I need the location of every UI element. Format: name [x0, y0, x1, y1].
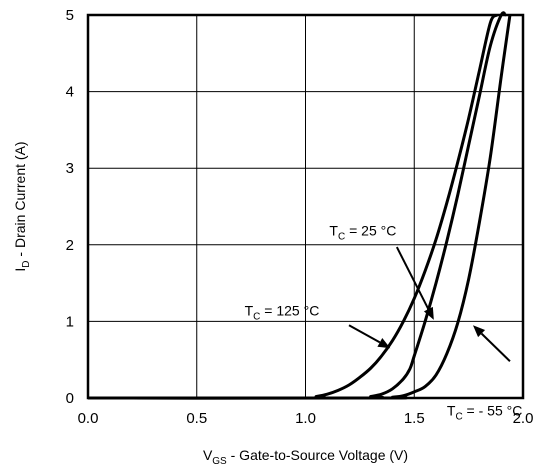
- y-axis-label-sub: D: [21, 260, 32, 267]
- y-tick-label: 1: [66, 313, 74, 330]
- annotation-arrow-line: [395, 246, 430, 310]
- y-tick-label: 2: [66, 237, 74, 254]
- annotation-arrowhead: [377, 338, 391, 349]
- x-axis-label: VGS - Gate-to-Source Voltage (V): [203, 447, 408, 467]
- x-tick-label: 1.0: [295, 410, 316, 427]
- y-tick-label: 0: [66, 390, 74, 407]
- x-tick-labels: 0.0 0.5 1.0 1.5 2.0: [78, 410, 534, 427]
- annotation-tc-minus55c: TC = - 55 °C: [447, 403, 522, 423]
- annotation-tc-125c: TC = 125 °C: [245, 302, 320, 322]
- y-axis-label-rest: - Drain Current (A): [12, 141, 28, 260]
- annotation-sub: C: [338, 232, 345, 243]
- annotation-arrow-line: [480, 332, 511, 362]
- annotation-rest: = 125 °C: [260, 302, 319, 318]
- x-tick-label: 0.5: [186, 410, 207, 427]
- x-axis-label-main: V: [203, 447, 213, 463]
- y-tick-label: 4: [66, 84, 74, 101]
- annotation-main: T: [245, 302, 254, 318]
- y-axis-label-main: I: [12, 268, 28, 272]
- annotation-arrow-line: [348, 324, 381, 344]
- annotation-tc-25c: TC = 25 °C: [329, 223, 396, 243]
- annotation-arrowhead: [472, 325, 486, 338]
- grid: [88, 15, 523, 398]
- y-tick-labels: 0 1 2 3 4 5: [66, 7, 74, 407]
- plot-frame: [86, 13, 525, 400]
- y-tick-label: 5: [66, 7, 74, 24]
- annotation-rest: = 25 °C: [345, 223, 396, 239]
- series-125c-curve: [87, 13, 499, 400]
- x-tick-label: 2.0: [513, 410, 534, 427]
- x-axis-label-sub: GS: [212, 456, 227, 467]
- annotation-sub: C: [253, 311, 260, 322]
- annotations: TC = 125 °CTC = 25 °CTC = - 55 °C: [245, 223, 523, 423]
- annotation-arrowhead: [423, 306, 434, 320]
- x-axis-label-rest: - Gate-to-Source Voltage (V): [227, 447, 408, 463]
- x-tick-label: 1.5: [404, 410, 425, 427]
- annotation-main: T: [329, 223, 338, 239]
- annotation-rest: = - 55 °C: [463, 403, 523, 419]
- x-tick-label: 0.0: [78, 410, 99, 427]
- annotation-main: T: [447, 403, 456, 419]
- y-axis-label: ID - Drain Current (A): [12, 141, 32, 271]
- annotation-sub: C: [455, 412, 462, 423]
- y-tick-label: 3: [66, 160, 74, 177]
